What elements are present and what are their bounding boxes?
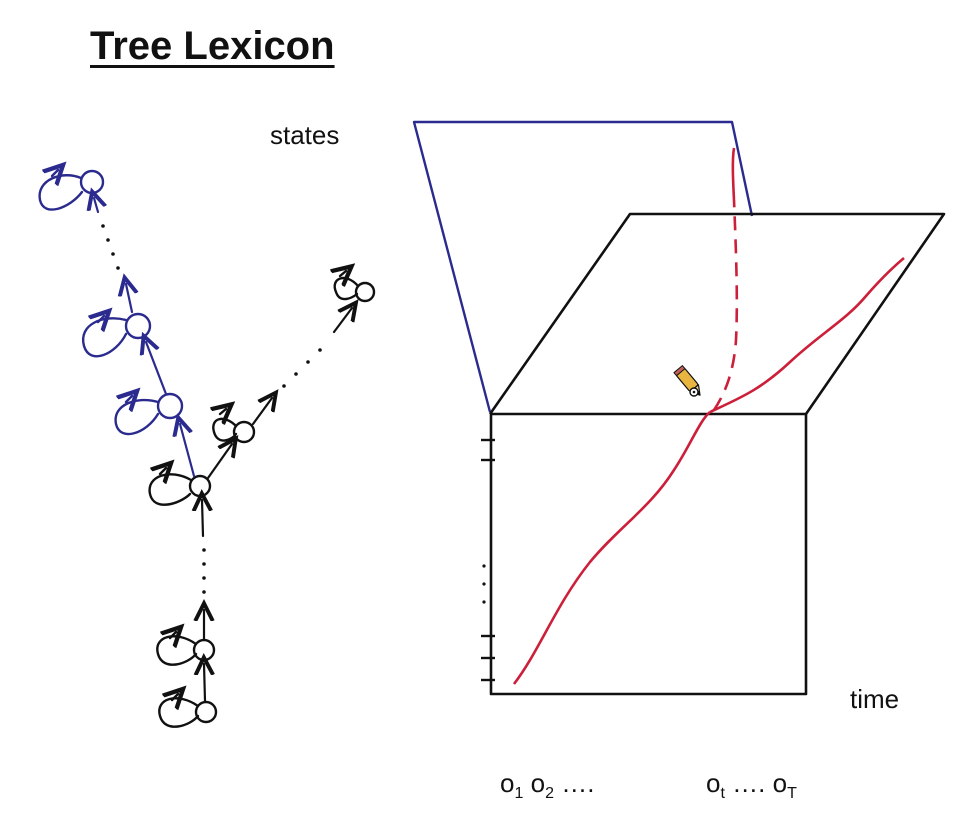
slide-title: Tree Lexicon: [90, 24, 335, 68]
obs-o1-sub: 1: [514, 785, 524, 803]
transition-arrow: [94, 198, 98, 214]
obs-o1: o: [500, 768, 515, 798]
transition-arrow: [206, 444, 232, 480]
best-path-front: [512, 410, 711, 685]
transition-arrow: [204, 664, 205, 703]
blue-back-plane: [412, 120, 754, 413]
obs-ot: o: [706, 768, 721, 798]
branch-state-node: [148, 468, 212, 506]
best-path-top: [709, 257, 905, 414]
transition-arrow: [332, 308, 352, 334]
obs-oT-sub: T: [787, 785, 797, 803]
best-path-dashed: [712, 199, 739, 411]
state-node: [114, 394, 184, 436]
obs-o2-sub: 2: [545, 785, 554, 803]
transition-arrow: [202, 500, 203, 538]
obs-ot-sub: t: [720, 785, 725, 803]
best-path-upper: [731, 147, 736, 201]
state-node: [335, 271, 376, 303]
ellipsis-dots: [282, 348, 322, 388]
pencil-icon: [673, 365, 701, 396]
obs-dots-1: ….: [561, 768, 595, 798]
transition-arrow: [146, 342, 168, 396]
trellis-diagram: [412, 120, 946, 696]
pencil-cursor-dot: [692, 390, 696, 394]
states-label: states: [270, 120, 340, 150]
tick-ellipsis: [482, 564, 486, 604]
tree-lexicon-graph: [38, 170, 376, 728]
state-ticks: [481, 438, 495, 682]
ellipsis-dots: [101, 224, 120, 270]
time-label: time: [850, 684, 900, 714]
observation-sequence-start: o1 o2 ….: [500, 768, 594, 803]
obs-dots-2: ….: [732, 768, 766, 798]
state-node: [38, 170, 105, 211]
state-node: [81, 314, 152, 358]
state-node: [213, 409, 256, 444]
observation-sequence-end: ot …. oT: [706, 768, 797, 803]
state-node: [158, 694, 218, 728]
state-node: [156, 632, 216, 666]
front-box: [489, 412, 808, 696]
obs-o2: o: [530, 768, 546, 798]
ellipsis-dots: [202, 548, 206, 594]
transition-arrow: [180, 424, 196, 478]
transition-arrow: [251, 398, 272, 426]
transition-arrow: [126, 284, 132, 314]
top-plane: [488, 212, 946, 415]
obs-oT: o: [772, 768, 788, 798]
